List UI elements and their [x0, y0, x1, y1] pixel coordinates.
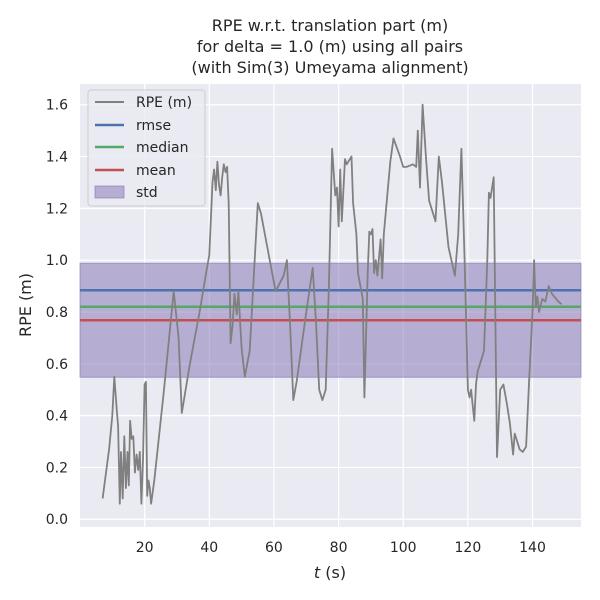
legend-label-rpe: RPE (m) [136, 95, 192, 111]
x-tick-label: 60 [265, 540, 283, 556]
y-tick-label: 1.2 [46, 201, 68, 217]
x-axis-label: t (s) [314, 563, 346, 582]
x-tick-labels: 20 40 60 80 100 120 140 [136, 540, 546, 556]
y-axis-label: RPE (m) [16, 273, 35, 337]
x-tick-label: 20 [136, 540, 154, 556]
y-tick-labels: 0.0 0.2 0.4 0.6 0.8 1.0 1.2 1.4 1.6 [46, 98, 68, 529]
y-tick-label: 0.6 [46, 357, 68, 373]
rpe-series-line [101, 103, 563, 505]
x-tick-label: 80 [330, 540, 348, 556]
legend: RPE (m) rmse median mean std [87, 89, 206, 207]
legend-label-rmse: rmse [136, 118, 171, 134]
x-axis-unit: (s) [320, 563, 346, 582]
y-tick-label: 0.2 [46, 460, 68, 476]
y-tick-label: 1.4 [46, 150, 68, 166]
x-tick-label: 40 [200, 540, 218, 556]
y-tick-label: 0.0 [46, 512, 68, 528]
chart-title-line-1: RPE w.r.t. translation part (m) [212, 16, 448, 35]
chart-title-line-2: for delta = 1.0 (m) using all pairs [197, 37, 463, 56]
x-tick-label: 100 [390, 540, 417, 556]
stat-lines [80, 288, 581, 322]
chart-title-line-3: (with Sim(3) Umeyama alignment) [191, 58, 468, 77]
x-tick-label: 120 [455, 540, 482, 556]
y-tick-label: 1.6 [46, 98, 68, 114]
legend-label-mean: mean [136, 163, 176, 179]
y-tick-label: 0.8 [46, 305, 68, 321]
legend-label-std: std [136, 185, 158, 201]
chart-title: RPE w.r.t. translation part (m) for delt… [191, 16, 468, 77]
legend-label-median: median [136, 140, 188, 156]
series-layer [101, 103, 563, 505]
legend-swatch-std [94, 185, 125, 199]
legend-box [87, 89, 206, 207]
x-axis-variable: t [314, 563, 321, 582]
y-tick-label: 1.0 [46, 253, 68, 269]
x-tick-label: 140 [519, 540, 546, 556]
y-tick-label: 0.4 [46, 409, 68, 425]
